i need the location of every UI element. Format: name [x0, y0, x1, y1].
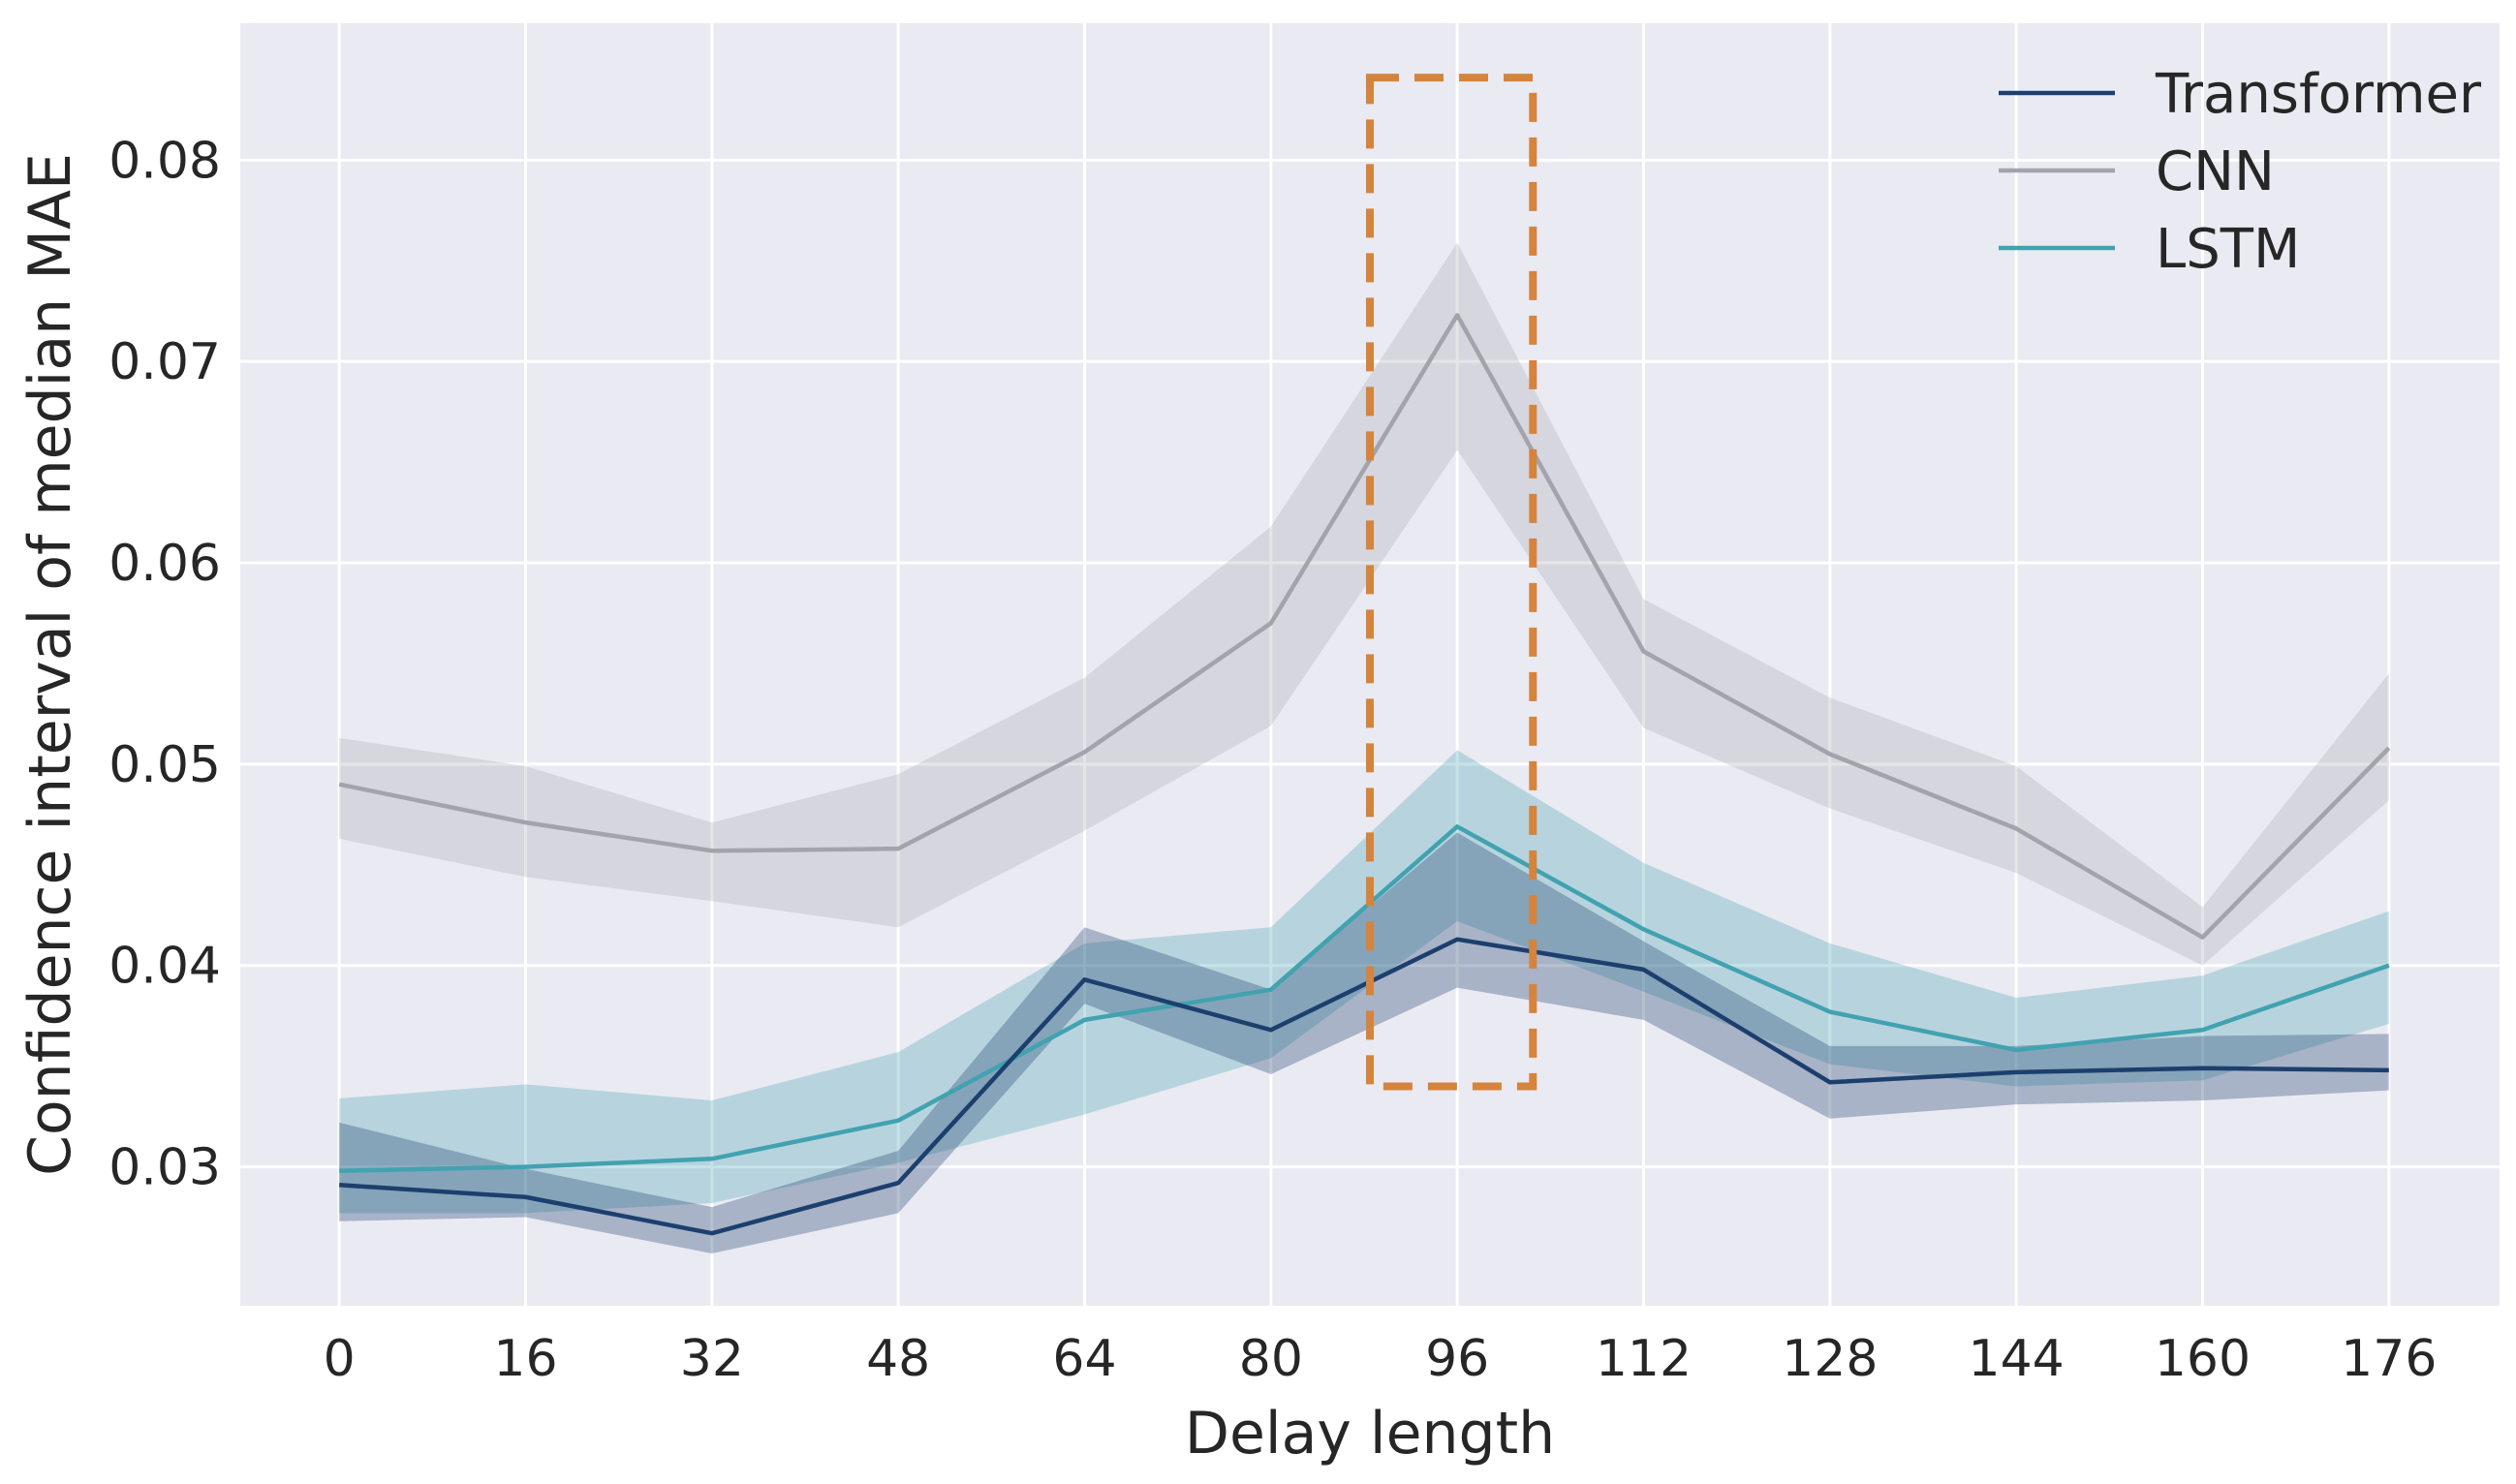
- highlight-box-layer: [1366, 74, 1538, 1091]
- band-transformer: [339, 832, 2389, 1253]
- y-tick-label: 0.06: [109, 535, 221, 593]
- y-tick-label: 0.08: [109, 132, 221, 190]
- gridlines: [240, 23, 2500, 1306]
- x-tick-label: 48: [866, 1330, 930, 1388]
- confidence-bands: [339, 242, 2389, 1253]
- legend-label-cnn: CNN: [2156, 140, 2275, 203]
- y-axis-ticks: 0.03 0.04 0.05 0.06 0.07 0.08: [109, 132, 221, 1196]
- y-axis-title: Confidence interval of median MAE: [16, 153, 84, 1176]
- x-tick-label: 64: [1052, 1330, 1116, 1388]
- legend-label-lstm: LSTM: [2156, 218, 2300, 281]
- x-tick-label: 144: [1969, 1330, 2065, 1388]
- x-tick-label: 128: [1782, 1330, 1878, 1388]
- highlight-box: [1366, 74, 1538, 1091]
- band-cnn: [339, 242, 2389, 966]
- x-tick-label: 32: [680, 1330, 744, 1388]
- y-tick-label: 0.03: [109, 1139, 221, 1197]
- line-lstm: [339, 824, 2390, 1173]
- y-tick-label: 0.05: [109, 736, 221, 794]
- x-tick-label: 80: [1239, 1330, 1303, 1388]
- x-tick-label: 160: [2155, 1330, 2251, 1388]
- x-tick-label: 96: [1425, 1330, 1489, 1388]
- x-tick-label: 176: [2341, 1330, 2437, 1388]
- x-axis-title: Delay length: [1185, 1400, 1555, 1468]
- line-cnn: [338, 313, 2391, 940]
- y-tick-label: 0.04: [109, 938, 221, 996]
- legend: Transformer CNN LSTM: [1999, 63, 2482, 281]
- x-tick-label: 16: [493, 1330, 557, 1388]
- band-lstm: [339, 750, 2389, 1214]
- x-tick-label: 112: [1596, 1330, 1692, 1388]
- x-tick-label: 0: [324, 1330, 356, 1388]
- line-transformer: [339, 937, 2389, 1236]
- x-axis-ticks: 0 16 32 48 64 80 96 112 128 144 160 176: [324, 1330, 2438, 1388]
- y-tick-label: 0.07: [109, 333, 221, 391]
- series-lines: [338, 313, 2391, 1236]
- legend-label-transformer: Transformer: [2155, 63, 2482, 126]
